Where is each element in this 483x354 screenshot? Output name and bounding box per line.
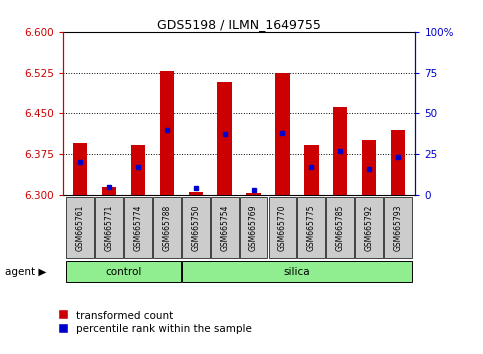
- Text: GSM665785: GSM665785: [336, 204, 345, 251]
- Bar: [188, 192, 203, 195]
- FancyBboxPatch shape: [182, 197, 210, 258]
- Bar: [304, 145, 319, 195]
- Bar: [362, 141, 376, 195]
- Bar: [73, 143, 87, 195]
- Bar: [159, 72, 174, 195]
- FancyBboxPatch shape: [182, 261, 412, 282]
- FancyBboxPatch shape: [269, 197, 296, 258]
- Bar: [246, 193, 261, 195]
- FancyBboxPatch shape: [66, 261, 181, 282]
- Text: GSM665769: GSM665769: [249, 204, 258, 251]
- Text: GSM665770: GSM665770: [278, 204, 287, 251]
- Text: GSM665761: GSM665761: [76, 204, 85, 251]
- Bar: [275, 73, 290, 195]
- Text: GSM665771: GSM665771: [104, 204, 114, 251]
- FancyBboxPatch shape: [240, 197, 268, 258]
- FancyBboxPatch shape: [327, 197, 354, 258]
- Bar: [102, 187, 116, 195]
- Text: GSM665792: GSM665792: [365, 204, 374, 251]
- Text: silica: silica: [284, 267, 310, 277]
- Bar: [217, 82, 232, 195]
- FancyBboxPatch shape: [211, 197, 239, 258]
- FancyBboxPatch shape: [95, 197, 123, 258]
- FancyBboxPatch shape: [384, 197, 412, 258]
- Text: GSM665750: GSM665750: [191, 204, 200, 251]
- Legend: transformed count, percentile rank within the sample: transformed count, percentile rank withi…: [54, 306, 256, 338]
- Title: GDS5198 / ILMN_1649755: GDS5198 / ILMN_1649755: [157, 18, 321, 31]
- Text: GSM665775: GSM665775: [307, 204, 316, 251]
- Text: control: control: [105, 267, 142, 277]
- FancyBboxPatch shape: [124, 197, 152, 258]
- FancyBboxPatch shape: [66, 197, 94, 258]
- Text: GSM665793: GSM665793: [394, 204, 402, 251]
- Text: GSM665774: GSM665774: [133, 204, 142, 251]
- Bar: [131, 145, 145, 195]
- Text: GSM665788: GSM665788: [162, 204, 171, 251]
- Text: GSM665754: GSM665754: [220, 204, 229, 251]
- FancyBboxPatch shape: [153, 197, 181, 258]
- Bar: [391, 130, 405, 195]
- FancyBboxPatch shape: [298, 197, 325, 258]
- Text: agent ▶: agent ▶: [5, 267, 46, 276]
- Bar: [333, 107, 347, 195]
- FancyBboxPatch shape: [355, 197, 383, 258]
